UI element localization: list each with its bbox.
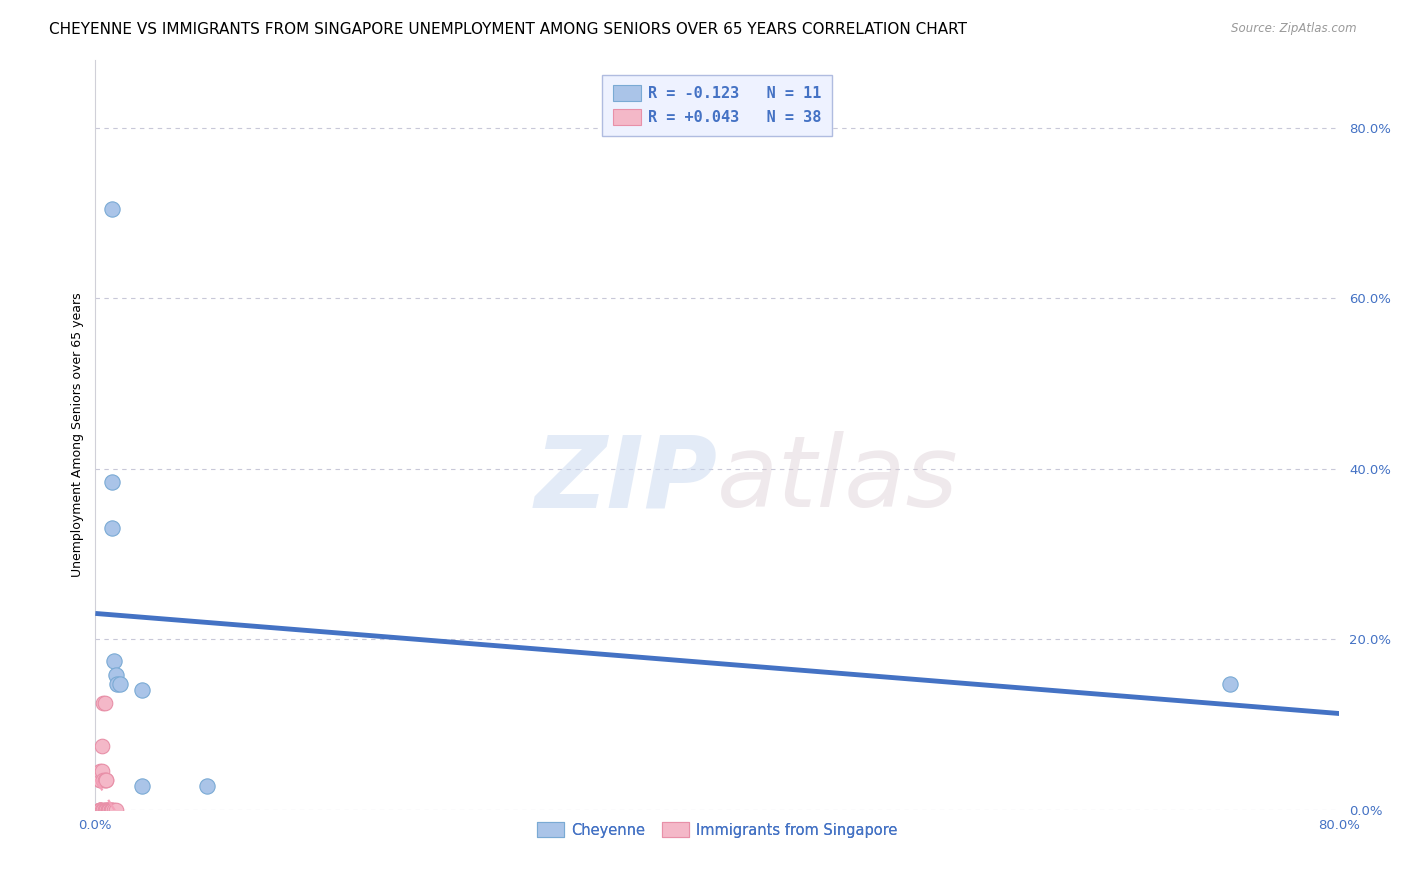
Text: atlas: atlas xyxy=(717,431,959,528)
Point xyxy=(90,739,112,753)
Point xyxy=(101,803,124,817)
Y-axis label: Unemployment Among Seniors over 65 years: Unemployment Among Seniors over 65 years xyxy=(72,293,84,577)
Point xyxy=(105,676,128,690)
Point xyxy=(89,803,111,817)
Point xyxy=(98,803,121,817)
Point xyxy=(1219,676,1241,690)
Point xyxy=(104,668,127,682)
Point xyxy=(103,803,125,817)
Point xyxy=(89,772,111,787)
Point xyxy=(96,803,118,817)
Point xyxy=(89,764,111,779)
Text: CHEYENNE VS IMMIGRANTS FROM SINGAPORE UNEMPLOYMENT AMONG SENIORS OVER 65 YEARS C: CHEYENNE VS IMMIGRANTS FROM SINGAPORE UN… xyxy=(49,22,967,37)
Point xyxy=(89,803,111,817)
Point xyxy=(101,803,124,817)
Legend: Cheyenne, Immigrants from Singapore: Cheyenne, Immigrants from Singapore xyxy=(531,816,903,844)
Point xyxy=(90,764,112,779)
Point xyxy=(97,803,120,817)
Point xyxy=(90,803,112,817)
Point xyxy=(104,803,127,817)
Point xyxy=(100,803,122,817)
Point xyxy=(89,803,111,817)
Point xyxy=(89,772,111,787)
Point xyxy=(97,803,120,817)
Point xyxy=(93,803,115,817)
Point xyxy=(91,803,114,817)
Point xyxy=(110,676,132,690)
Text: ZIP: ZIP xyxy=(534,431,717,528)
Point xyxy=(89,803,111,817)
Point xyxy=(93,696,115,710)
Point xyxy=(195,779,218,793)
Point xyxy=(89,772,111,787)
Point xyxy=(91,772,114,787)
Point xyxy=(89,803,111,817)
Point xyxy=(98,803,121,817)
Point xyxy=(100,803,122,817)
Point xyxy=(93,772,115,787)
Point xyxy=(91,696,114,710)
Point xyxy=(93,803,115,817)
Text: Source: ZipAtlas.com: Source: ZipAtlas.com xyxy=(1232,22,1357,36)
Point xyxy=(89,803,111,817)
Point xyxy=(98,803,121,817)
Point xyxy=(97,803,120,817)
Point xyxy=(101,475,124,489)
Point xyxy=(101,521,124,535)
Point xyxy=(96,772,118,787)
Point xyxy=(101,202,124,216)
Point xyxy=(89,803,111,817)
Point xyxy=(96,772,118,787)
Point xyxy=(96,803,118,817)
Point xyxy=(103,653,125,667)
Point xyxy=(131,779,153,793)
Point xyxy=(98,803,121,817)
Point xyxy=(131,683,153,698)
